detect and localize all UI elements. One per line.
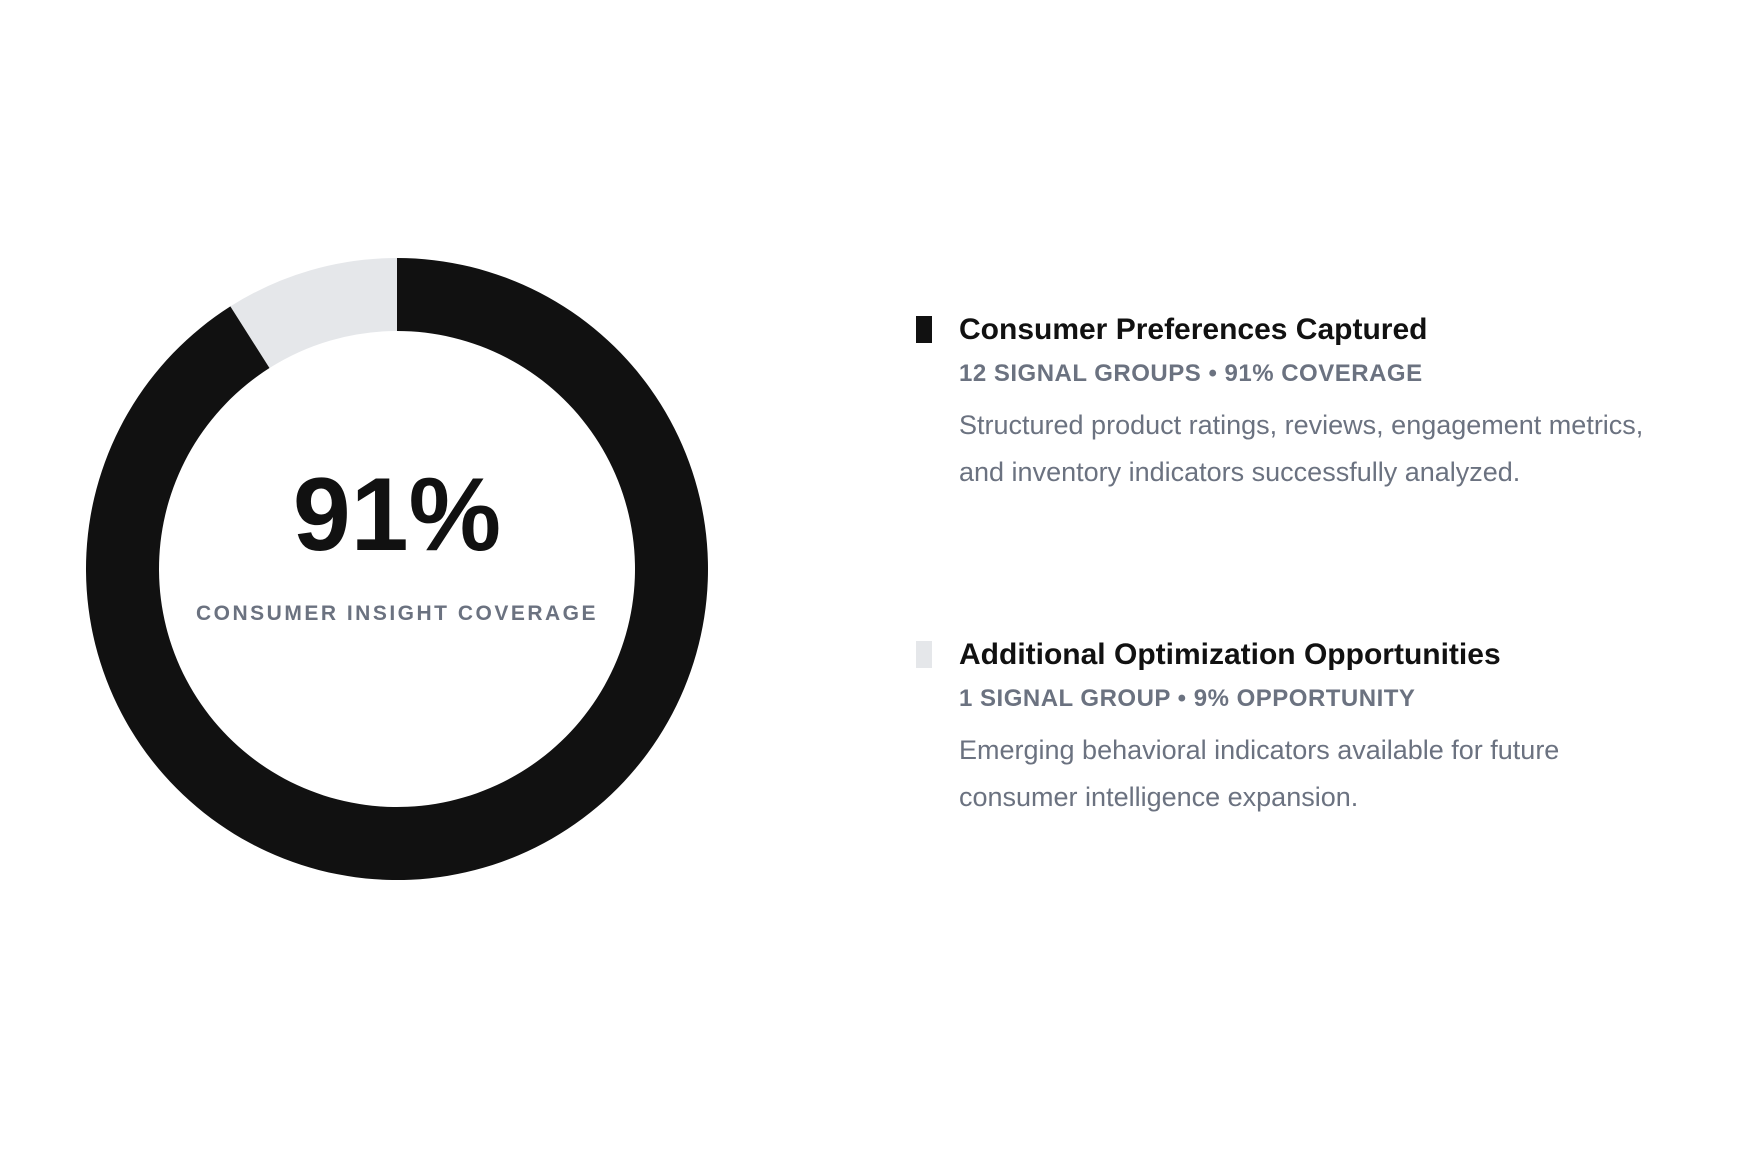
center-label: CONSUMER INSIGHT COVERAGE: [196, 602, 598, 625]
legend-swatch: [916, 641, 932, 668]
legend-description: Structured product ratings, reviews, eng…: [959, 410, 1644, 487]
legend-item: Additional Optimization Opportunities 1 S…: [916, 637, 1696, 821]
legend-swatch: [916, 316, 932, 343]
legend-title: Consumer Preferences Captured: [959, 313, 1428, 346]
center-value: 91%: [293, 457, 501, 573]
legend-detail: 12 SIGNAL GROUPS • 91% COVERAGE: [959, 360, 1423, 387]
donut-segment: [230, 258, 397, 369]
legend-item: Consumer Preferences Captured 12 SIGNAL G…: [916, 312, 1696, 496]
legend-description: Emerging behavioral indicators available…: [959, 735, 1560, 812]
legend-detail: 1 SIGNAL GROUP • 9% OPPORTUNITY: [959, 685, 1416, 712]
legend-title: Additional Optimization Opportunities: [959, 638, 1501, 671]
